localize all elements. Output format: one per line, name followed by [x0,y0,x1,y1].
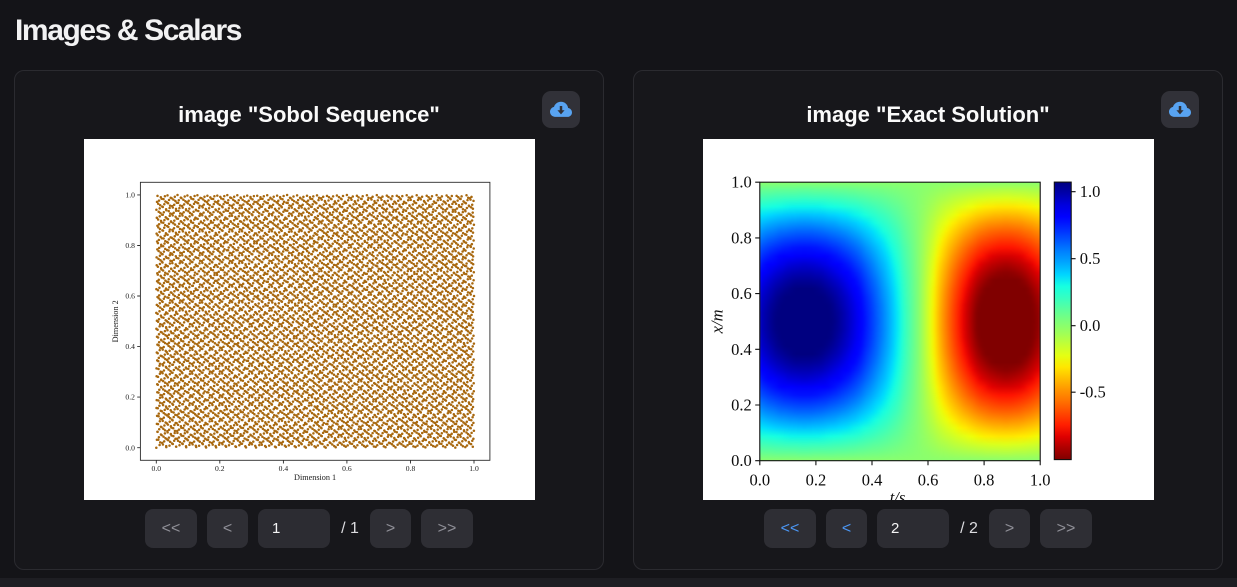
svg-text:0.6: 0.6 [918,471,939,490]
svg-text:Dimension 1: Dimension 1 [294,473,336,482]
svg-text:0.4: 0.4 [862,471,883,490]
svg-text:0.5: 0.5 [1080,249,1101,268]
svg-text:0.8: 0.8 [974,471,995,490]
svg-text:Dimension 2: Dimension 2 [111,300,120,342]
svg-text:0.0: 0.0 [1080,316,1101,335]
svg-text:0.4: 0.4 [125,342,135,351]
svg-text:0.2: 0.2 [215,464,225,473]
svg-text:t/s: t/s [890,488,906,500]
svg-text:1.0: 1.0 [731,173,752,192]
svg-text:0.0: 0.0 [125,443,135,452]
svg-text:0.6: 0.6 [342,464,352,473]
svg-text:0.4: 0.4 [279,464,289,473]
svg-text:0.2: 0.2 [731,396,752,415]
svg-text:0.8: 0.8 [125,241,135,250]
svg-text:1.0: 1.0 [1030,471,1051,490]
svg-text:0.2: 0.2 [125,393,135,402]
svg-text:1.0: 1.0 [125,191,135,200]
svg-text:0.8: 0.8 [731,228,752,247]
svg-text:0.0: 0.0 [749,471,770,490]
svg-text:0.6: 0.6 [125,292,135,301]
svg-text:0.4: 0.4 [731,340,752,359]
svg-text:0.0: 0.0 [152,464,162,473]
svg-text:1.0: 1.0 [469,464,479,473]
svg-text:-0.5: -0.5 [1080,383,1106,402]
svg-text:0.0: 0.0 [731,451,752,470]
svg-text:1.0: 1.0 [1080,182,1101,201]
svg-text:0.6: 0.6 [731,284,752,303]
svg-text:x/m: x/m [707,309,726,334]
svg-text:0.8: 0.8 [406,464,416,473]
svg-text:0.2: 0.2 [806,471,827,490]
